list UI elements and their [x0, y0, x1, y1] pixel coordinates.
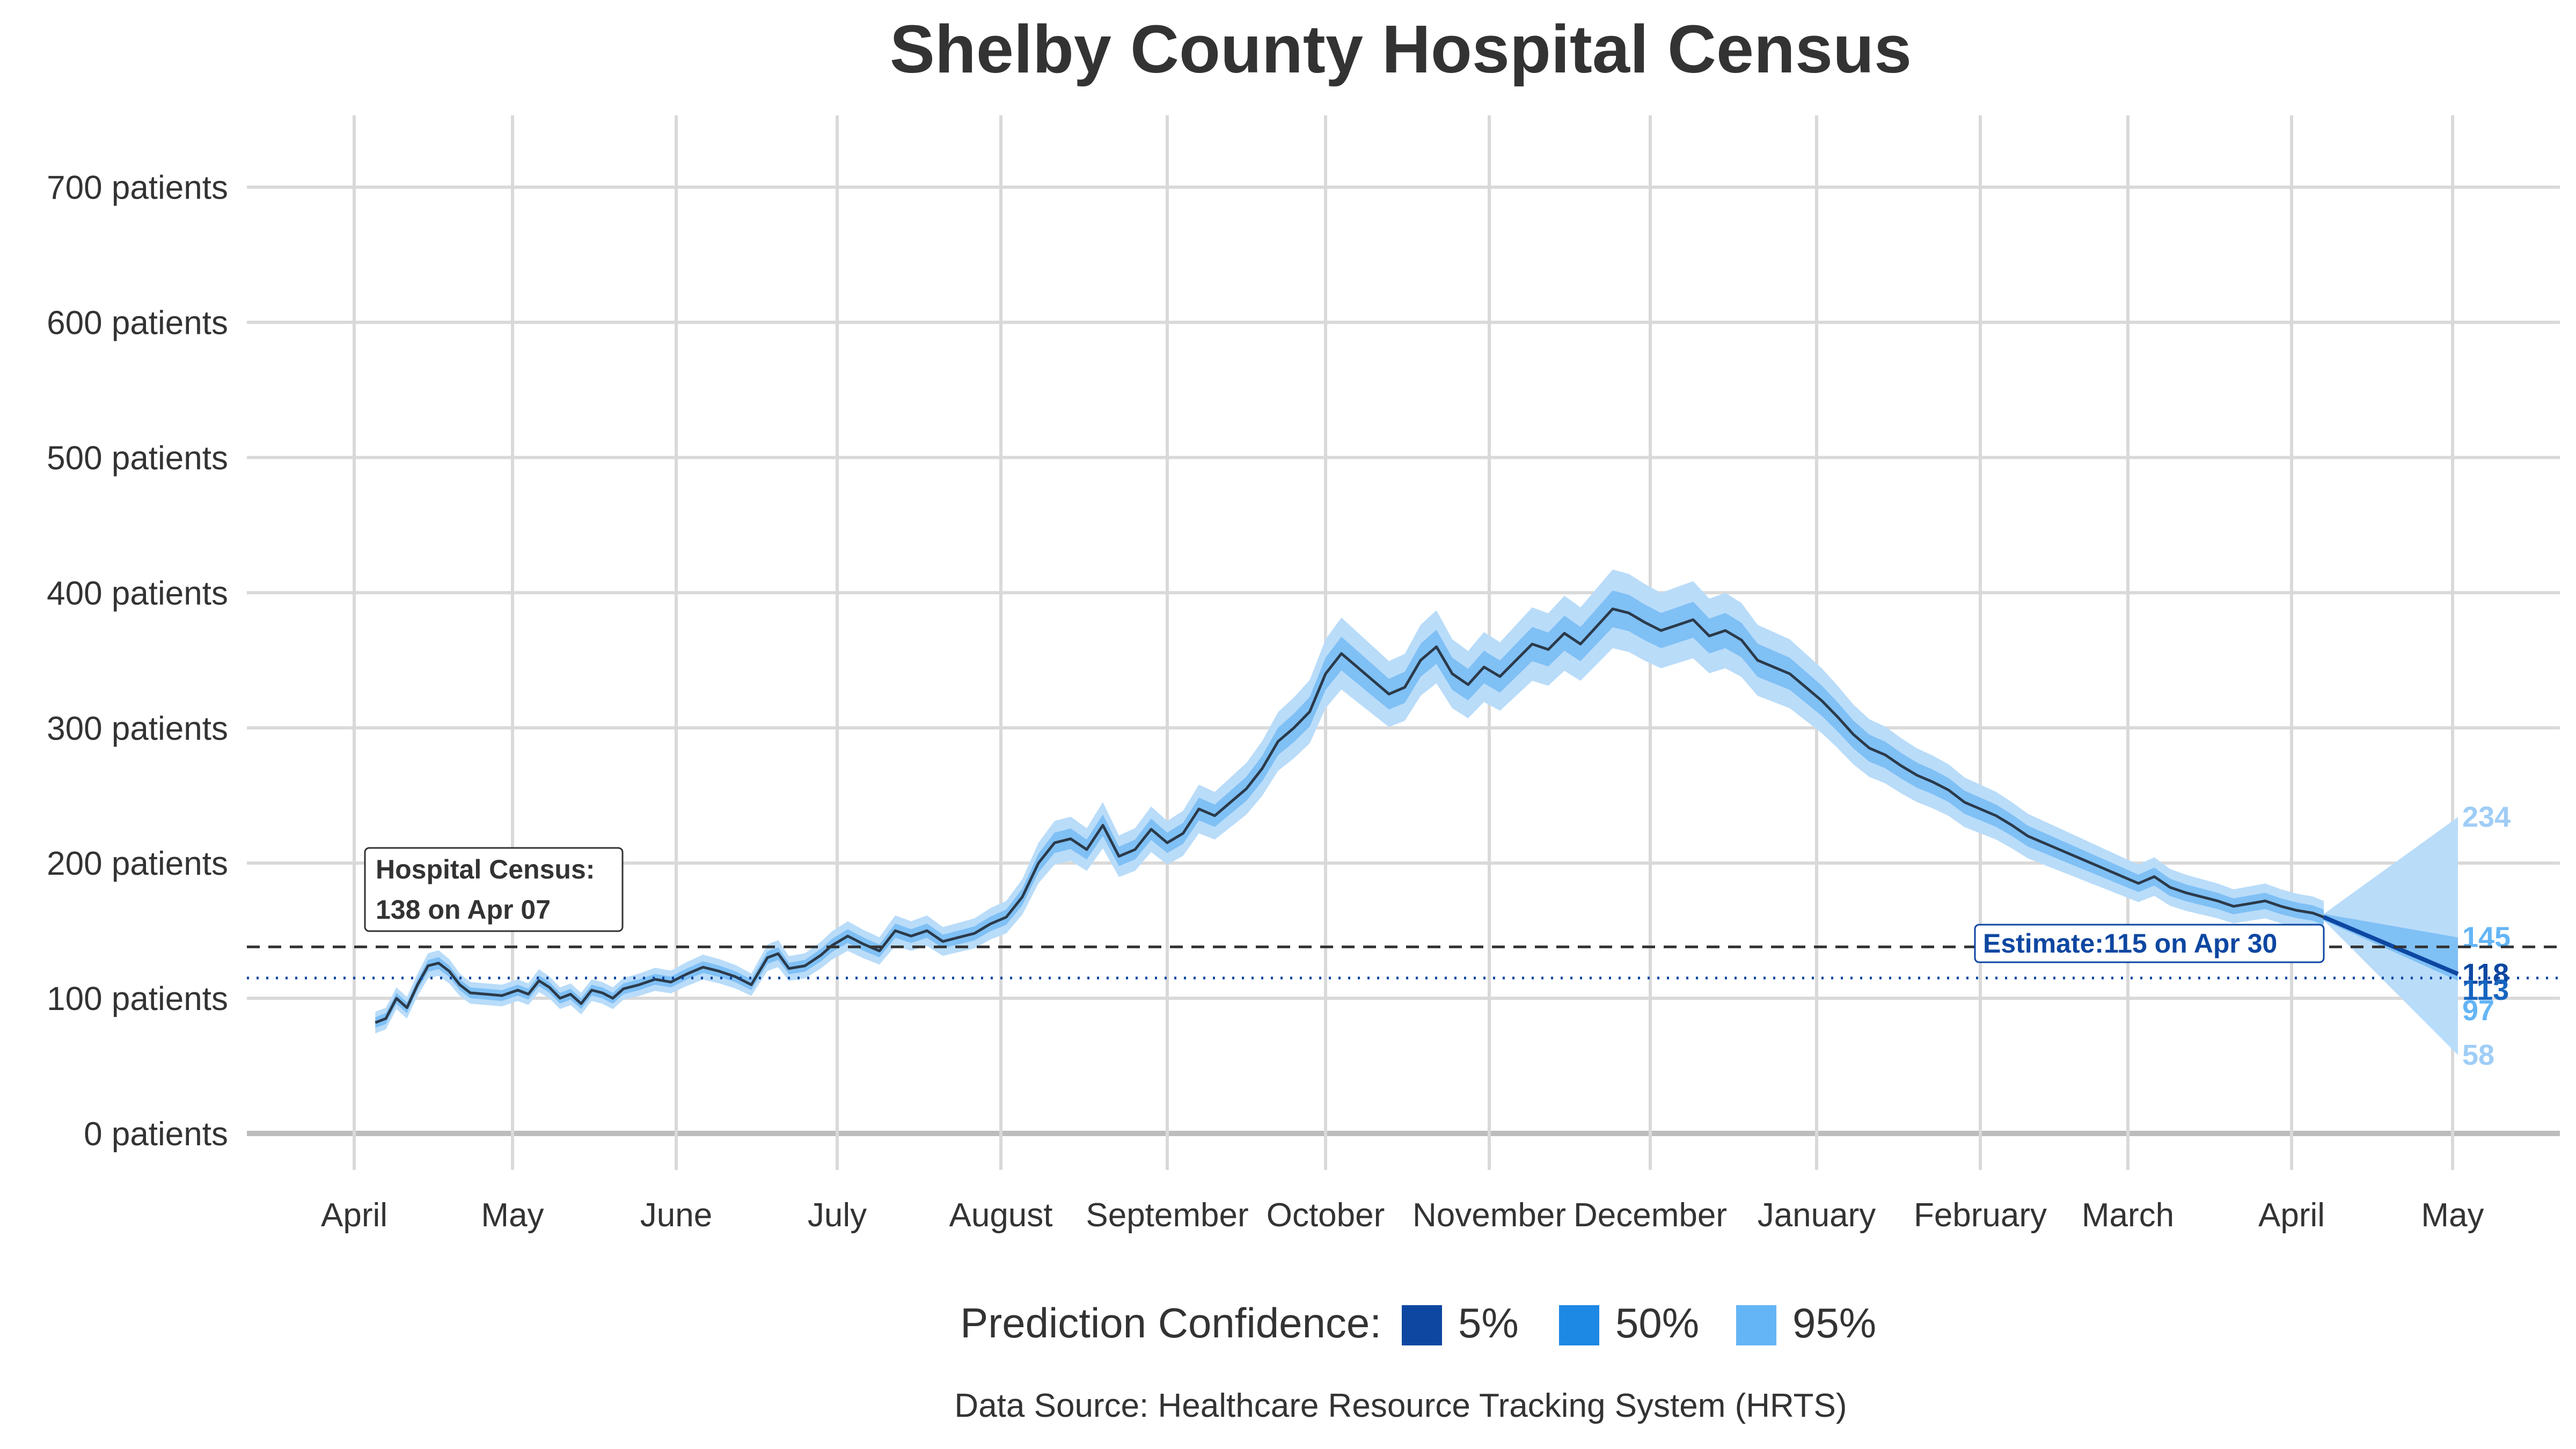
x-tick-label: May: [2421, 1197, 2484, 1234]
legend-label: 95%: [1792, 1299, 1876, 1346]
legend-title: Prediction Confidence:: [960, 1299, 1381, 1346]
y-tick-label: 200 patients: [47, 845, 228, 882]
series-layer: [375, 608, 2459, 1024]
y-tick-label: 300 patients: [47, 710, 228, 747]
y-tick-label: 500 patients: [47, 440, 228, 477]
y-tick-label: 0 patients: [84, 1116, 228, 1153]
confidence-bands: [375, 569, 2458, 1055]
x-tick-label: July: [808, 1197, 867, 1234]
y-tick-label: 700 patients: [47, 170, 228, 207]
legend-label: 5%: [1458, 1299, 1519, 1346]
forecast-end-label: 113: [2462, 974, 2509, 1006]
census-annotation-line2: 138 on Apr 07: [376, 895, 551, 925]
census-annotation-box: [364, 847, 624, 932]
forecast-end-label: 97: [2462, 994, 2494, 1027]
forecast-end-label: 118: [2462, 958, 2509, 990]
data-source-caption: Data Source: Healthcare Resource Trackin…: [954, 1387, 1847, 1424]
census-series-line: [375, 608, 2324, 1024]
forecast-end-label: 145: [2462, 921, 2511, 954]
legend-swatch: [1402, 1305, 1442, 1345]
y-tick-label: 100 patients: [47, 980, 228, 1018]
x-tick-label: March: [2082, 1197, 2174, 1234]
x-tick-label: June: [640, 1197, 712, 1234]
x-tick-label: April: [321, 1197, 387, 1234]
y-tick-label: 400 patients: [47, 575, 228, 612]
legend-label: 50%: [1615, 1299, 1699, 1346]
x-tick-label: October: [1267, 1197, 1385, 1234]
y-tick-label: 600 patients: [47, 305, 228, 342]
x-tick-label: May: [481, 1197, 544, 1234]
x-tick-label: April: [2258, 1197, 2325, 1234]
estimate-annotation-text: Estimate:115 on Apr 30: [1983, 928, 2277, 958]
axis-labels: 0 patients 100 patients 200 patients 300 pa…: [47, 170, 2484, 1234]
x-tick-label: January: [1758, 1197, 1876, 1234]
legend-swatch: [1736, 1305, 1776, 1345]
x-tick-label: November: [1413, 1197, 1566, 1234]
band-95-observed: [375, 569, 2324, 1034]
chart-title: Shelby County Hospital Census: [890, 11, 1912, 87]
grid-layer: [247, 115, 2560, 1170]
forecast-end-label: 58: [2462, 1039, 2494, 1071]
census-annotation-line1: Hospital Census:: [376, 854, 595, 884]
legend-swatch: [1559, 1305, 1599, 1345]
x-tick-label: August: [949, 1197, 1052, 1234]
x-tick-label: December: [1574, 1197, 1727, 1234]
x-tick-label: February: [1914, 1197, 2047, 1234]
estimate-annotation-box: [1974, 924, 2325, 963]
forecast-median-line: [2323, 915, 2459, 976]
forecast-end-label: 234: [2462, 801, 2511, 833]
legend: Prediction Confidence: 5% 50% 95%: [960, 1299, 1876, 1346]
x-tick-label: September: [1086, 1197, 1248, 1234]
